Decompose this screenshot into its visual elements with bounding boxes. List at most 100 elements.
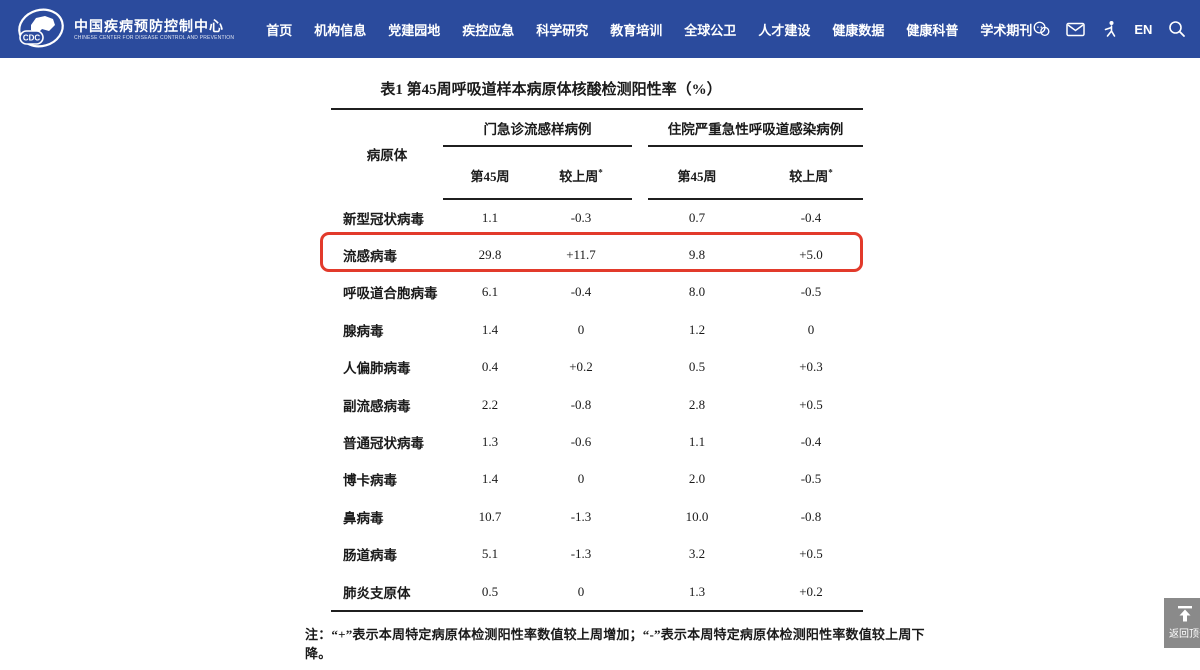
value-inpatient-week: 1.2	[688, 321, 706, 337]
subheader-change-inpatient: 较上周*	[789, 167, 833, 184]
nav-item-academic-journal[interactable]: 学术期刊	[980, 22, 1033, 38]
table-row: 肺炎支原体 0.5 0 1.3 +0.2	[0, 573, 1200, 610]
value-outpatient-change: -0.6	[570, 434, 592, 450]
value-outpatient-week: 0.5	[481, 583, 499, 599]
pathogen-name: 腺病毒	[343, 323, 384, 339]
table-row: 鼻病毒 10.7 -1.3 10.0 -0.8	[0, 498, 1200, 535]
value-outpatient-change: -1.3	[570, 508, 592, 524]
value-outpatient-change: 0	[577, 321, 585, 337]
table-bottom-rule	[331, 610, 863, 612]
site-logo[interactable]: CDC 中国疾病预防控制中心 CHINESE CENTER FOR DISEAS…	[16, 6, 234, 52]
table-row: 新型冠状病毒 1.1 -0.3 0.7 -0.4	[0, 199, 1200, 236]
nav-item-education-training[interactable]: 教育培训	[610, 22, 663, 38]
value-outpatient-week: 5.1	[481, 546, 499, 562]
cdc-logo-icon: CDC	[18, 8, 64, 48]
value-outpatient-week: 1.3	[481, 434, 499, 450]
pathogen-name: 新型冠状病毒	[343, 211, 424, 227]
value-inpatient-change: -0.5	[800, 471, 822, 487]
header-tools: EN	[1032, 20, 1186, 39]
nav-item-health-data[interactable]: 健康数据	[832, 22, 885, 38]
nav-item-talent-development[interactable]: 人才建设	[758, 22, 811, 38]
arrow-up-icon	[1178, 606, 1192, 622]
value-outpatient-week: 6.1	[481, 284, 499, 300]
nav-item-emergency-response[interactable]: 疾控应急	[462, 22, 515, 38]
value-outpatient-week: 1.1	[481, 209, 499, 225]
value-outpatient-change: -1.3	[570, 546, 592, 562]
back-to-top-button[interactable]: 返回顶部	[1164, 598, 1200, 648]
value-inpatient-week: 2.8	[688, 396, 706, 412]
value-inpatient-week: 1.3	[688, 583, 706, 599]
wechat-icon[interactable]	[1032, 20, 1051, 39]
value-inpatient-change: +5.0	[799, 247, 823, 263]
nav-item-party-building[interactable]: 党建园地	[388, 22, 441, 38]
pathogen-name: 普通冠状病毒	[343, 436, 424, 452]
nav-item-health-science[interactable]: 健康科普	[906, 22, 959, 38]
search-icon[interactable]	[1167, 20, 1186, 39]
column-group-outpatient: 门急诊流感样病例	[483, 122, 592, 137]
subheader-change-outpatient: 较上周*	[559, 167, 603, 184]
table-row: 普通冠状病毒 1.3 -0.6 1.1 -0.4	[0, 423, 1200, 460]
value-inpatient-change: +0.5	[799, 546, 823, 562]
value-outpatient-change: 0	[577, 583, 585, 599]
mail-icon[interactable]	[1066, 20, 1086, 39]
nav-item-scientific-research[interactable]: 科学研究	[536, 22, 589, 38]
value-outpatient-change: +11.7	[566, 247, 596, 263]
value-inpatient-change: -0.4	[800, 434, 822, 450]
subheader-week-outpatient: 第45周	[470, 169, 510, 184]
value-inpatient-week: 9.8	[688, 247, 706, 263]
pathogen-name: 流感病毒	[343, 249, 397, 265]
value-outpatient-change: 0	[577, 471, 585, 487]
value-inpatient-week: 0.5	[688, 359, 706, 375]
value-inpatient-change: 0	[807, 321, 815, 337]
subheader1-underline	[443, 198, 632, 200]
value-inpatient-week: 2.0	[688, 471, 706, 487]
svg-text:CDC: CDC	[23, 34, 41, 43]
value-outpatient-change: -0.4	[570, 284, 592, 300]
site-subtitle: CHINESE CENTER FOR DISEASE CONTROL AND P…	[74, 34, 235, 41]
site-title: 中国疾病预防控制中心	[74, 17, 224, 34]
value-inpatient-week: 10.0	[685, 508, 709, 524]
lang-toggle[interactable]: EN	[1134, 21, 1153, 37]
value-outpatient-week: 2.2	[481, 396, 499, 412]
subheader-week-inpatient: 第45周	[677, 169, 717, 184]
value-inpatient-week: 0.7	[688, 209, 706, 225]
main-nav: 首页 机构信息 党建园地 疾控应急 科学研究 教育培训 全球公卫 人才建设 健康…	[266, 20, 1032, 39]
value-outpatient-change: -0.8	[570, 396, 592, 412]
value-inpatient-change: +0.3	[799, 359, 823, 375]
value-inpatient-week: 3.2	[688, 546, 706, 562]
table-row-highlighted: 流感病毒 29.8 +11.7 9.8 +5.0	[0, 236, 1200, 273]
nav-item-org-info[interactable]: 机构信息	[314, 22, 367, 38]
accessibility-icon[interactable]	[1100, 20, 1119, 39]
table-row: 副流感病毒 2.2 -0.8 2.8 +0.5	[0, 386, 1200, 423]
value-outpatient-week: 1.4	[481, 321, 499, 337]
article-content: 表1 第45周呼吸道样本病原体核酸检测阳性率（%） 病原体 门急诊流感样病例 住…	[0, 58, 1200, 670]
top-navbar: CDC 中国疾病预防控制中心 CHINESE CENTER FOR DISEAS…	[0, 0, 1200, 58]
table-row: 人偏肺病毒 0.4 +0.2 0.5 +0.3	[0, 349, 1200, 386]
value-outpatient-week: 10.7	[478, 508, 502, 524]
value-inpatient-change: +0.2	[799, 583, 823, 599]
table-footnote: 注：“+”表示本周特定病原体检测阳性率数值较上周增加；“-”表示本周特定病原体检…	[305, 627, 925, 661]
pathogen-name: 肺炎支原体	[343, 585, 411, 601]
group2-underline	[648, 145, 863, 147]
subheader2-underline	[648, 198, 863, 200]
value-outpatient-change: -0.3	[570, 209, 592, 225]
column-group-inpatient: 住院严重急性呼吸道感染病例	[667, 122, 844, 137]
value-outpatient-week: 0.4	[481, 359, 499, 375]
value-outpatient-change: +0.2	[569, 359, 593, 375]
table-title: 表1 第45周呼吸道样本病原体核酸检测阳性率（%）	[380, 82, 722, 98]
value-outpatient-week: 1.4	[481, 471, 499, 487]
table-row: 肠道病毒 5.1 -1.3 3.2 +0.5	[0, 536, 1200, 573]
table-row: 呼吸道合胞病毒 6.1 -0.4 8.0 -0.5	[0, 274, 1200, 311]
nav-item-home[interactable]: 首页	[266, 22, 293, 38]
value-inpatient-change: -0.4	[800, 209, 822, 225]
value-outpatient-week: 29.8	[478, 247, 502, 263]
pathogen-name: 副流感病毒	[343, 398, 411, 414]
pathogen-name: 人偏肺病毒	[343, 361, 411, 377]
table-body: 新型冠状病毒 1.1 -0.3 0.7 -0.4 流感病毒 29.8 +11.7…	[0, 199, 1200, 610]
value-inpatient-week: 1.1	[688, 434, 706, 450]
table-top-rule	[331, 108, 863, 110]
table-row: 博卡病毒 1.4 0 2.0 -0.5	[0, 461, 1200, 498]
pathogen-name: 肠道病毒	[343, 548, 397, 564]
nav-item-global-health[interactable]: 全球公卫	[684, 22, 737, 38]
